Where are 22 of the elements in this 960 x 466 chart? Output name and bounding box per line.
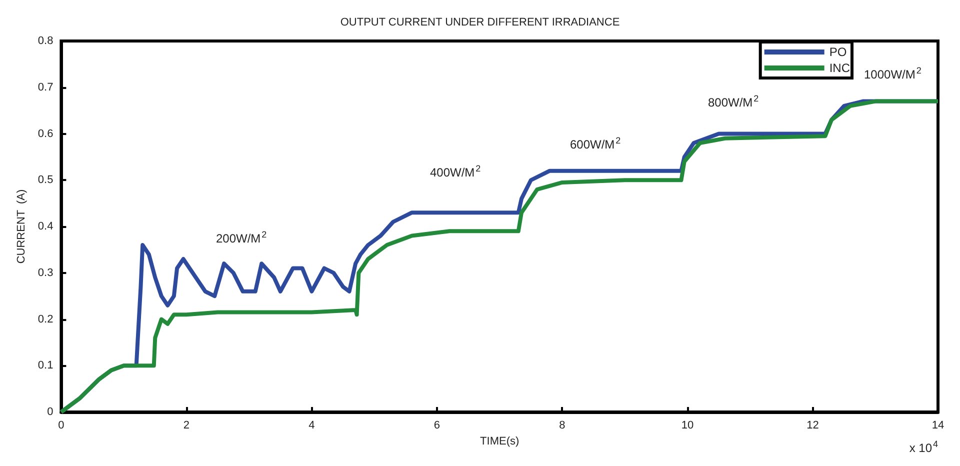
x-tick-label: 6 (434, 420, 440, 432)
y-tick-label: 0.3 (38, 266, 54, 279)
y-tick-label: 0.8 (38, 35, 54, 47)
y-tick-label: 0.4 (38, 220, 54, 232)
y-axis-title: CURRENT (A) (16, 189, 28, 264)
x-tick-label: 12 (806, 420, 819, 432)
y-tick-label: 0.1 (38, 360, 54, 372)
x-tick-label: 8 (559, 420, 566, 432)
y-tick-label: 0.7 (38, 81, 54, 94)
y-tick-label: 0.2 (38, 313, 54, 326)
legend-label: INC (829, 61, 850, 75)
x-tick-label: 14 (932, 420, 944, 432)
legend-label: PO (829, 45, 847, 59)
x-tick-label: 0 (58, 420, 64, 432)
y-tick-label: 0.5 (38, 174, 54, 186)
x-tick-label: 4 (308, 420, 315, 432)
x-tick-label: 2 (183, 420, 190, 432)
y-tick-label: 0 (47, 406, 54, 418)
x-tick-label: 10 (681, 420, 694, 432)
chart-title: OUTPUT CURRENT UNDER DIFFERENT IRRADIANCE (340, 16, 620, 28)
y-tick-label: 0.6 (38, 128, 54, 140)
x-axis-title: TIME(s) (480, 435, 520, 448)
